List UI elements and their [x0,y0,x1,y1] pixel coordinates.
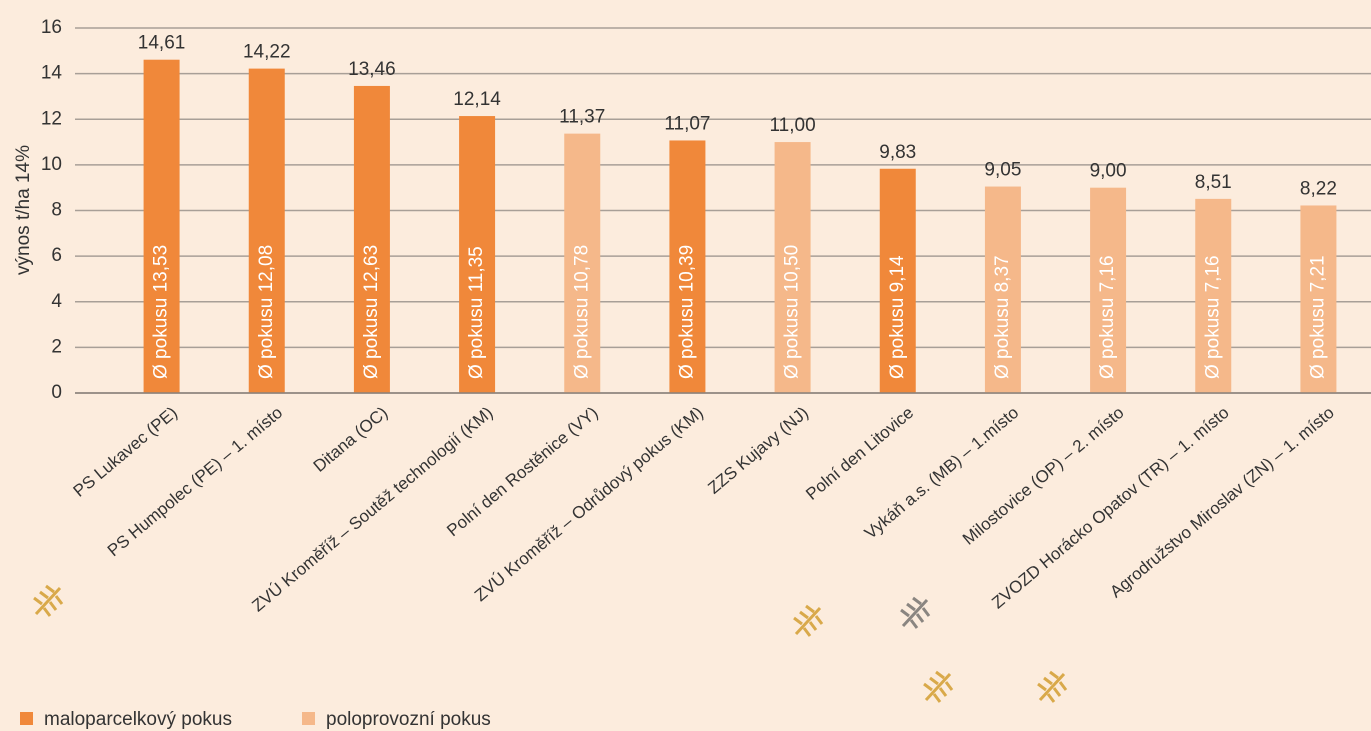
legend-swatch [302,712,315,725]
y-tick-label: 16 [41,17,62,38]
value-label: 11,00 [770,115,816,136]
bar [669,140,706,393]
x-tick-label: Polní den Litovice [802,403,917,504]
y-tick-label: 14 [41,63,63,84]
y-tick-label: 8 [51,200,62,221]
value-label: 13,46 [348,59,396,80]
inner-label: Ø pokusu 10,50 [782,245,803,379]
value-label: 14,22 [243,42,291,63]
inner-label: Ø pokusu 12,63 [361,245,382,379]
value-label: 11,37 [559,107,605,128]
y-tick-label: 12 [41,108,62,129]
x-tick-label: ZZS Kujavy (NJ) [704,403,812,498]
y-tick-label: 2 [51,336,62,357]
value-label: 11,07 [664,113,710,134]
inner-label: Ø pokusu 13,53 [151,245,172,379]
legend-label: maloparcelkový pokus [44,709,232,730]
inner-label: Ø pokusu 8,37 [992,255,1013,379]
bar [1090,187,1127,393]
bar [1195,198,1232,393]
bar [143,59,180,393]
inner-label: Ø pokusu 7,16 [1097,255,1118,379]
y-tick-label: 10 [41,154,62,175]
x-tick-label: ZVÚ Kroměříž – Soutěž technologií (KM) [248,403,496,616]
value-label: 9,00 [1090,161,1127,182]
inner-label: Ø pokusu 12,08 [256,245,277,379]
x-tick-label: Ditana (OC) [310,403,392,476]
bar [1300,205,1337,393]
y-tick-label: 6 [51,245,62,266]
x-tick-label: PS Lukavec (PE) [70,403,181,501]
x-tick-label: ZVOZD Horácko Opatov (TR) – 1. místo [988,403,1233,612]
y-axis-label: výnos t/ha 14% [13,145,34,275]
value-label: 8,51 [1195,172,1232,193]
inner-label: Ø pokusu 11,35 [466,246,487,379]
legend-label: poloprovozní pokus [326,709,491,730]
bar [459,116,496,394]
x-tick-label: PS Humpolec (PE) – 1. místo [104,403,286,560]
bar [564,133,601,393]
value-label: 9,05 [984,160,1021,181]
value-label: 14,61 [138,33,186,54]
bar [879,168,916,393]
legend-swatch [20,712,33,725]
bar [248,68,285,393]
inner-label: Ø pokusu 10,78 [571,245,592,379]
inner-label: Ø pokusu 7,21 [1307,255,1328,379]
bar [984,186,1021,393]
x-tick-label: Agrodružstvo Miroslav (ZN) – 1. místo [1106,403,1337,602]
wheat-icons [33,584,1068,703]
value-label: 9,83 [879,142,916,163]
value-label: 12,14 [453,89,501,110]
x-tick-label: ZVÚ Kroměříž – Odrůdový pokus (KM) [471,403,707,605]
inner-label: Ø pokusu 7,16 [1202,255,1223,379]
y-tick-label: 0 [51,382,62,403]
inner-label: Ø pokusu 9,14 [887,255,908,379]
value-label: 8,22 [1300,178,1337,199]
y-tick-label: 4 [51,291,62,312]
bar [353,85,390,393]
bar [774,142,811,393]
inner-label: Ø pokusu 10,39 [676,245,697,379]
